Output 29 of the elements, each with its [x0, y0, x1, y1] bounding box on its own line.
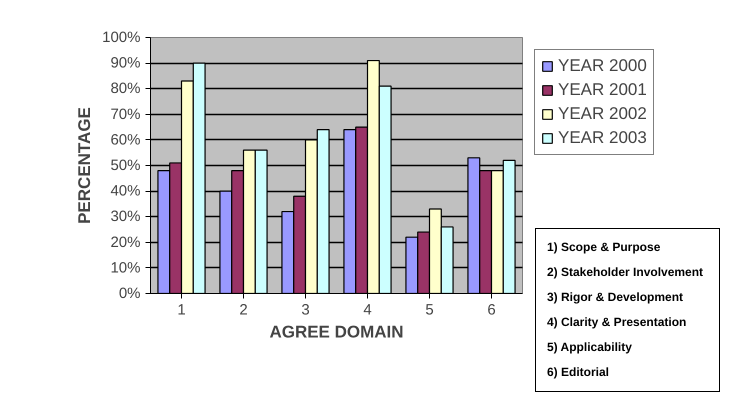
text: 2) Stakeholder Involvement — [547, 265, 704, 280]
legend-label: YEAR 2000 — [558, 56, 647, 76]
text: 4) Clarity & Presentation — [547, 315, 686, 330]
legend-label: YEAR 2002 — [558, 104, 647, 124]
x-axis-title: AGREE DOMAIN — [269, 322, 404, 342]
y-tick-label: 10% — [110, 259, 141, 276]
y-tick-label: 80% — [110, 80, 141, 98]
y-tick-label: 20% — [110, 234, 141, 251]
text: 6) Editorial — [547, 365, 610, 380]
y-tick-label: 30% — [110, 208, 141, 226]
y-tick-label: 40% — [110, 182, 141, 200]
text: 1) Scope & Purpose — [547, 240, 660, 255]
x-tick-label: 1 — [177, 302, 186, 318]
x-tick-label: 6 — [487, 302, 496, 318]
text: 3) Rigor & Development — [547, 290, 684, 305]
x-tick-label: 4 — [363, 302, 372, 318]
y-axis-title: PERCENTAGE — [75, 107, 94, 224]
y-tick-label: 90% — [110, 54, 141, 72]
y-tick-label: 0% — [118, 285, 141, 302]
legend-label: YEAR 2003 — [558, 128, 647, 148]
x-tick-label: 5 — [425, 302, 434, 318]
text: 5) Applicability — [547, 340, 632, 355]
y-tick-label: 50% — [110, 157, 141, 174]
x-tick-label: 2 — [239, 302, 248, 318]
y-tick-label: 70% — [110, 106, 141, 123]
x-tick-label: 3 — [301, 302, 310, 318]
y-tick-label: 60% — [110, 131, 141, 148]
y-tick-label: 100% — [102, 29, 141, 46]
legend-label: YEAR 2001 — [558, 80, 647, 100]
